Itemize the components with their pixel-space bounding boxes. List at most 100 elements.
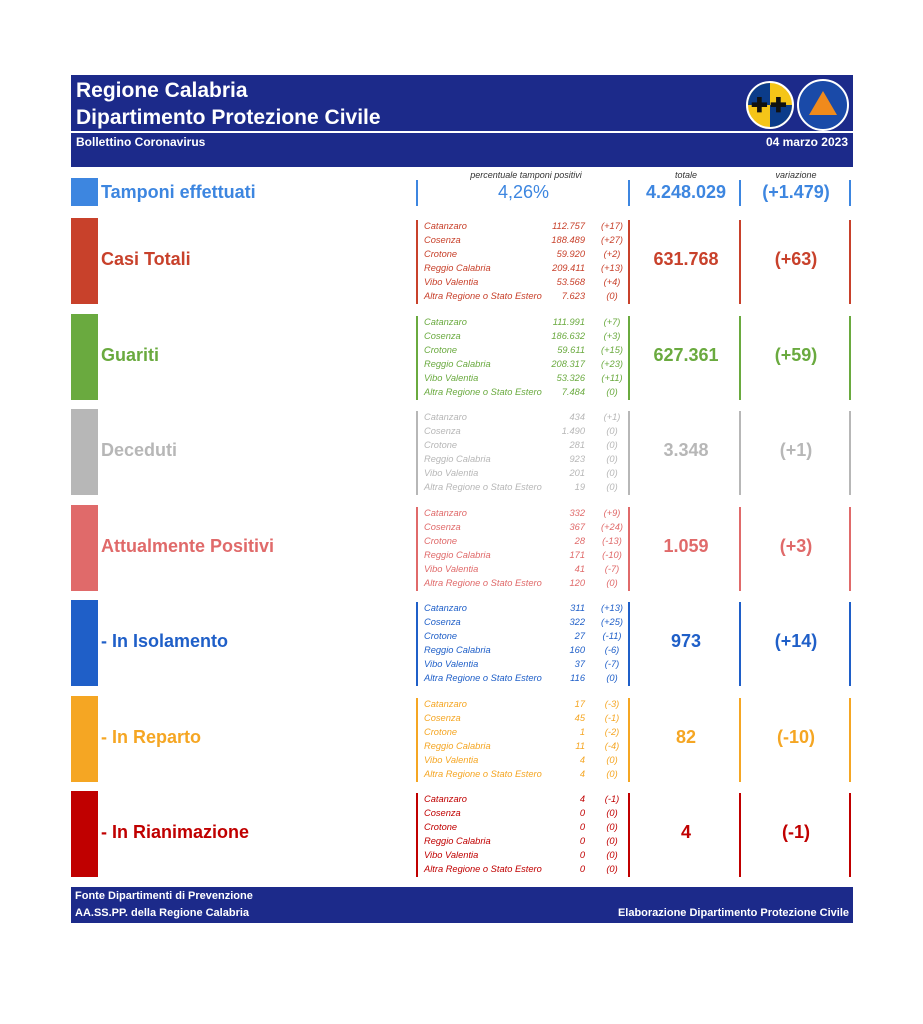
- province-list: Catanzaro 332 (+9) Cosenza 367 (+24) Crotone 28…: [424, 506, 624, 590]
- province-row: Catanzaro 4 (-1): [424, 792, 624, 806]
- divider: [849, 698, 851, 782]
- category-label: - In Reparto: [101, 727, 202, 747]
- province-name: Catanzaro: [424, 508, 467, 518]
- province-delta: (+13): [601, 603, 623, 613]
- province-name: Cosenza: [424, 522, 461, 532]
- province-value: 209.411: [552, 263, 585, 273]
- divider: [628, 220, 630, 304]
- category-label: - In Isolamento: [101, 631, 229, 651]
- province-name: Vibo Valentia: [424, 564, 479, 574]
- province-name: Vibo Valentia: [424, 659, 479, 669]
- province-delta: (0): [606, 387, 618, 397]
- category-label: Attualmente Positivi: [101, 536, 275, 556]
- province-value: 434: [569, 412, 585, 422]
- footer-source-line2: AA.SS.PP. della Regione Calabria: [75, 907, 250, 919]
- category-swatch: [71, 600, 98, 686]
- province-value: 111.991: [552, 317, 585, 327]
- province-value: 17: [574, 699, 585, 709]
- province-value: 0: [579, 850, 585, 860]
- province-delta: (+27): [601, 235, 623, 245]
- province-name: Cosenza: [424, 713, 461, 723]
- divider: [416, 793, 418, 877]
- province-row: Reggio Calabria 160 (-6): [424, 643, 624, 657]
- footer-bar: Fonte Dipartimenti di Prevenzione AA.SS.…: [71, 887, 853, 923]
- province-delta: (0): [606, 482, 618, 492]
- province-value: 1.490: [561, 426, 585, 436]
- province-name: Vibo Valentia: [424, 850, 479, 860]
- province-value: 7.484: [561, 387, 585, 397]
- col-header-totale: totale: [674, 170, 698, 180]
- divider: [628, 602, 630, 686]
- province-value: 45: [574, 713, 585, 723]
- category-totale: 3.348: [663, 440, 709, 460]
- divider: [416, 220, 418, 304]
- header-title-line1: Regione Calabria: [76, 79, 248, 102]
- province-row: Altra Regione o Stato Estero 120 (0): [424, 576, 624, 590]
- province-row: Catanzaro 17 (-3): [424, 697, 624, 711]
- province-value: 4: [579, 755, 585, 765]
- province-delta: (+17): [601, 221, 623, 231]
- province-delta: (0): [606, 836, 618, 846]
- province-row: Catanzaro 112.757 (+17): [424, 219, 624, 233]
- province-value: 4: [579, 794, 585, 804]
- province-delta: (0): [606, 822, 618, 832]
- province-name: Crotone: [424, 822, 458, 832]
- province-row: Altra Regione o Stato Estero 4 (0): [424, 767, 624, 781]
- province-name: Cosenza: [424, 808, 461, 818]
- province-delta: (-3): [604, 699, 620, 709]
- province-list: Catanzaro 112.757 (+17) Cosenza 188.489 (+27)…: [424, 219, 624, 303]
- province-row: Altra Regione o Stato Estero 19 (0): [424, 480, 624, 494]
- province-delta: (-13): [602, 536, 622, 546]
- province-name: Catanzaro: [424, 794, 467, 804]
- category-totale: 973: [670, 631, 702, 651]
- divider: [416, 411, 418, 495]
- divider: [849, 507, 851, 591]
- province-row: Vibo Valentia 4 (0): [424, 753, 624, 767]
- province-value: 120: [569, 578, 585, 588]
- province-value: 171: [569, 550, 585, 560]
- province-row: Reggio Calabria 923 (0): [424, 452, 624, 466]
- province-delta: (0): [606, 673, 618, 683]
- province-value: 332: [569, 508, 585, 518]
- province-name: Reggio Calabria: [424, 836, 491, 846]
- province-name: Altra Regione o Stato Estero: [424, 673, 542, 683]
- divider: [849, 220, 851, 304]
- divider: [416, 180, 418, 206]
- province-name: Vibo Valentia: [424, 373, 479, 383]
- divider: [849, 793, 851, 877]
- footer-credit: Elaborazione Dipartimento Protezione Civ…: [617, 907, 849, 919]
- province-delta: (0): [606, 850, 618, 860]
- province-name: Crotone: [424, 440, 458, 450]
- category-row-in_isolamento: - In Isolamento Catanzaro 311 (+13) Cosenza 3…: [71, 600, 853, 686]
- category-totale: 4: [680, 822, 691, 842]
- province-row: Reggio Calabria 11 (-4): [424, 739, 624, 753]
- province-delta: (0): [606, 578, 618, 588]
- province-delta: (+11): [601, 373, 623, 383]
- category-row-deceduti: Deceduti Catanzaro 434 (+1) Cosenza 1.490 (0) C…: [71, 409, 853, 495]
- tamponi-variazione: (+1.479): [762, 182, 830, 202]
- province-name: Altra Regione o Stato Estero: [424, 578, 542, 588]
- divider: [416, 602, 418, 686]
- tamponi-row: Tamponi effettuati 4,26% 4.248.029 (+1.4…: [71, 178, 853, 208]
- province-value: 112.757: [552, 221, 585, 231]
- divider: [739, 180, 741, 206]
- province-name: Catanzaro: [424, 221, 467, 231]
- province-delta: (-4): [604, 741, 620, 751]
- province-name: Crotone: [424, 536, 458, 546]
- province-name: Reggio Calabria: [424, 741, 491, 751]
- category-totale: 627.361: [653, 345, 719, 365]
- province-value: 281: [569, 440, 585, 450]
- province-row: Vibo Valentia 0 (0): [424, 848, 624, 862]
- province-row: Reggio Calabria 208.317 (+23): [424, 357, 624, 371]
- tamponi-swatch: [71, 178, 98, 206]
- province-row: Altra Regione o Stato Estero 0 (0): [424, 862, 624, 876]
- province-row: Crotone 27 (-11): [424, 629, 624, 643]
- divider: [628, 507, 630, 591]
- province-name: Altra Regione o Stato Estero: [424, 482, 542, 492]
- province-name: Catanzaro: [424, 699, 467, 709]
- province-name: Catanzaro: [424, 412, 467, 422]
- province-delta: (0): [606, 864, 618, 874]
- province-name: Reggio Calabria: [424, 454, 491, 464]
- province-delta: (+7): [603, 317, 621, 327]
- province-row: Altra Regione o Stato Estero 116 (0): [424, 671, 624, 685]
